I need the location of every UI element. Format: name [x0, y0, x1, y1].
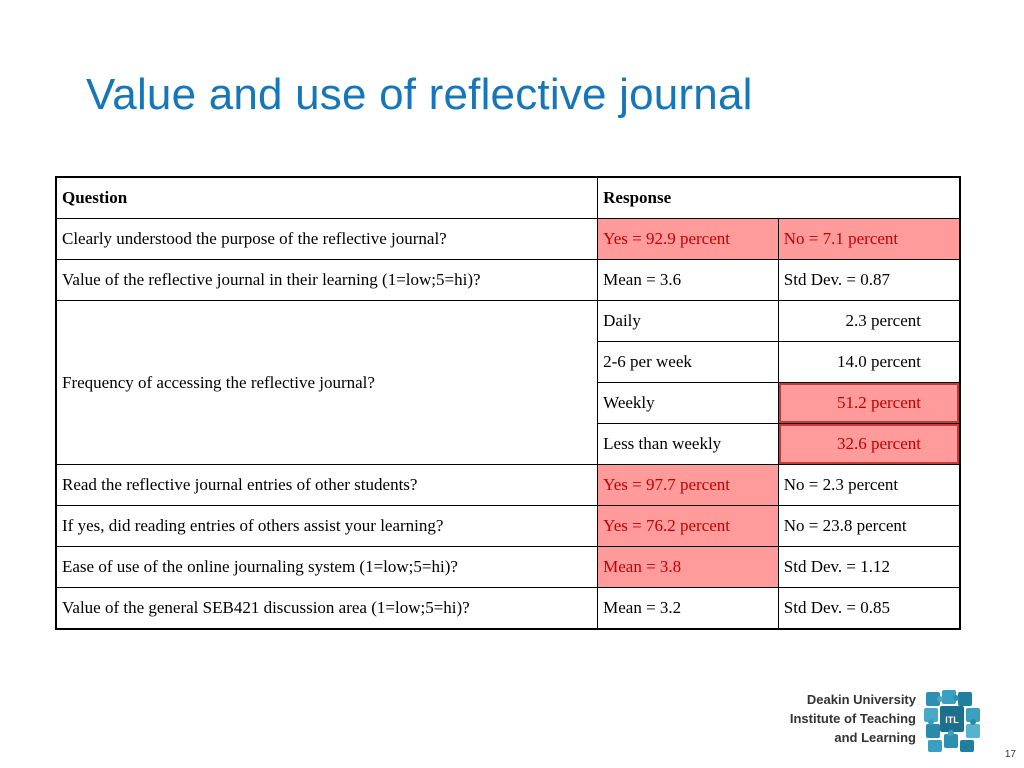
- frequency-label-cell: Less than weekly: [597, 423, 779, 465]
- response-header: Response: [597, 176, 961, 219]
- frequency-label-cell: 2-6 per week: [597, 341, 779, 383]
- question-cell: If yes, did reading entries of others as…: [55, 505, 599, 547]
- table-header-row: Question Response: [55, 176, 961, 219]
- logo-text: Deakin University Institute of Teaching …: [790, 690, 916, 747]
- logo-line-1: Deakin University: [806, 692, 916, 707]
- slide-title: Value and use of reflective journal: [86, 70, 753, 119]
- response-cell-highlighted: Yes = 92.9 percent: [597, 218, 779, 260]
- question-cell: Ease of use of the online journaling sys…: [55, 546, 599, 588]
- table-row: Ease of use of the online journaling sys…: [55, 546, 961, 588]
- response-cell: Std Dev. = 0.85: [777, 587, 961, 630]
- deakin-itl-logo: Deakin University Institute of Teaching …: [780, 688, 990, 754]
- response-cell-highlighted: Yes = 97.7 percent: [597, 464, 779, 506]
- logo-line-2: Institute of Teaching: [789, 711, 916, 726]
- response-cell: Std Dev. = 0.87: [777, 259, 961, 301]
- question-cell: Frequency of accessing the reflective jo…: [55, 300, 599, 465]
- response-cell: Mean = 3.6: [597, 259, 779, 301]
- frequency-value-cell: 2.3 percent: [777, 300, 961, 342]
- survey-results-table: Question Response Clearly understood the…: [55, 176, 961, 630]
- table-row: Frequency of accessing the reflective jo…: [55, 300, 961, 465]
- table-row: Read the reflective journal entries of o…: [55, 464, 961, 506]
- table-row: Value of the general SEB421 discussion a…: [55, 587, 961, 630]
- frequency-value-cell: 14.0 percent: [777, 341, 961, 383]
- table-row: Less than weekly 32.6 percent: [56, 423, 961, 465]
- question-cell: Read the reflective journal entries of o…: [55, 464, 599, 506]
- frequency-value-cell-highlighted: 32.6 percent: [777, 423, 961, 465]
- response-cell: Std Dev. = 1.12: [777, 546, 961, 588]
- question-cell: Clearly understood the purpose of the re…: [55, 218, 599, 260]
- response-cell: Mean = 3.2: [597, 587, 779, 630]
- response-cell-highlighted: No = 7.1 percent: [777, 218, 961, 260]
- logo-badge-text: ITL: [945, 715, 959, 725]
- table-row: Weekly 51.2 percent: [56, 382, 961, 424]
- frequency-label-cell: Daily: [597, 300, 779, 342]
- frequency-label-cell: Weekly: [597, 382, 779, 424]
- table-row: 2-6 per week 14.0 percent: [56, 341, 961, 383]
- page-number: 17: [1004, 749, 1016, 760]
- logo-line-3: and Learning: [834, 730, 916, 745]
- response-cell-highlighted: Yes = 76.2 percent: [597, 505, 779, 547]
- question-header: Question: [55, 176, 599, 219]
- question-cell: Value of the general SEB421 discussion a…: [55, 587, 599, 630]
- response-cell-highlighted: Mean = 3.8: [597, 546, 779, 588]
- table-row: Clearly understood the purpose of the re…: [55, 218, 961, 260]
- question-cell: Value of the reflective journal in their…: [55, 259, 599, 301]
- frequency-value-cell-highlighted: 51.2 percent: [777, 382, 961, 424]
- puzzle-logo-icon: ITL: [924, 690, 980, 752]
- table-row: Value of the reflective journal in their…: [55, 259, 961, 301]
- response-cell: No = 2.3 percent: [777, 464, 961, 506]
- response-cell: No = 23.8 percent: [777, 505, 961, 547]
- table-row: If yes, did reading entries of others as…: [55, 505, 961, 547]
